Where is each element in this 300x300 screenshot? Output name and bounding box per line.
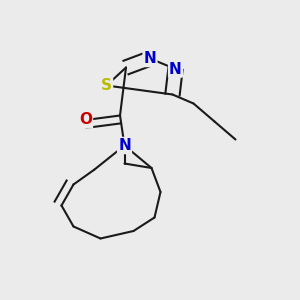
Text: S: S [101, 78, 112, 93]
Text: O: O [79, 112, 92, 128]
Text: N: N [144, 51, 156, 66]
Text: N: N [169, 61, 182, 76]
Text: N: N [118, 138, 131, 153]
